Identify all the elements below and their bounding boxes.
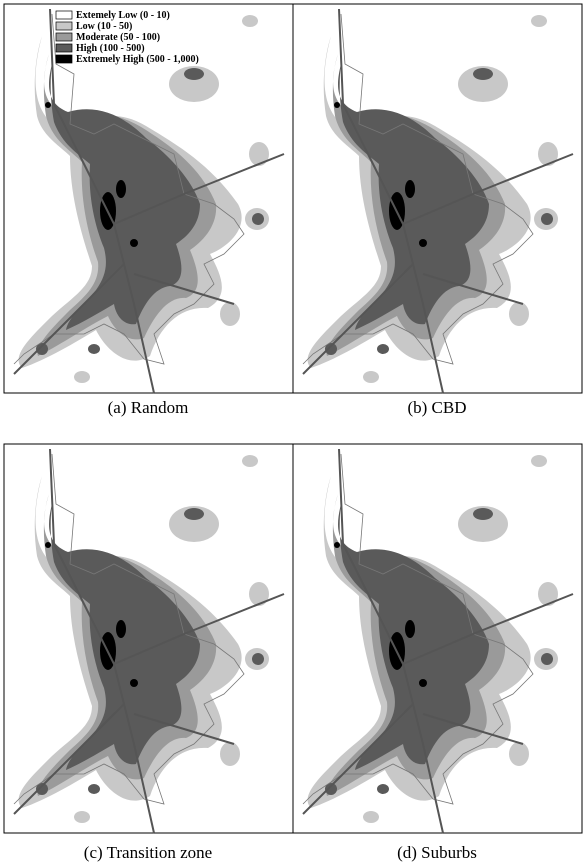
legend: Extemely Low (0 - 10)Low (10 - 50)Modera…	[55, 10, 199, 65]
legend-swatch	[55, 43, 73, 53]
panel	[292, 443, 583, 834]
caption: (c) Transition zone	[84, 843, 212, 862]
legend-swatch	[55, 54, 73, 64]
caption: (a) Random	[108, 398, 189, 417]
legend-label: Moderate (50 - 100)	[76, 32, 160, 43]
caption: (d) Suburbs	[397, 843, 477, 862]
map	[292, 443, 583, 834]
panel	[3, 443, 294, 834]
panel	[292, 3, 583, 394]
map	[3, 443, 294, 834]
legend-label: Low (10 - 50)	[76, 21, 132, 32]
legend-swatch	[55, 32, 73, 42]
legend-label: High (100 - 500)	[76, 43, 145, 54]
legend-swatch	[55, 21, 73, 31]
caption: (b) CBD	[407, 398, 466, 417]
map	[292, 3, 583, 394]
legend-label: Extremely High (500 - 1,000)	[76, 54, 199, 65]
legend-label: Extemely Low (0 - 10)	[76, 10, 170, 21]
legend-swatch	[55, 10, 73, 20]
